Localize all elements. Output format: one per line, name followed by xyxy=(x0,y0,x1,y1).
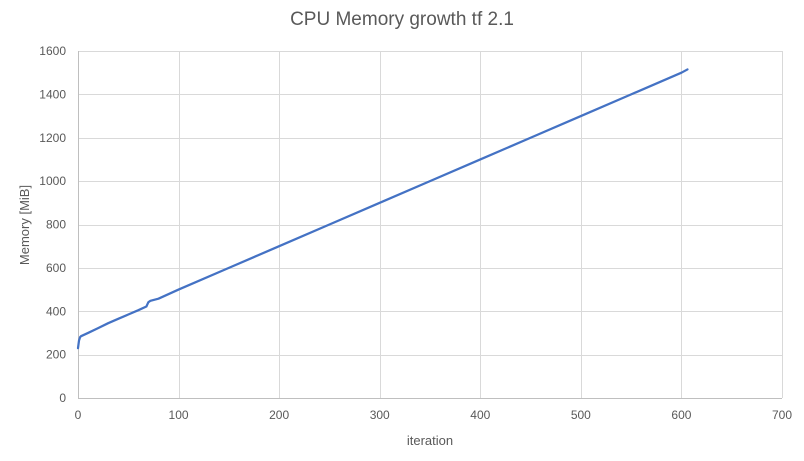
series-line-memory xyxy=(76,68,689,350)
x-tick-label: 300 xyxy=(370,408,390,422)
series-lines xyxy=(76,68,689,350)
y-axis-label: Memory [MiB] xyxy=(17,185,32,265)
chart-title: CPU Memory growth tf 2.1 xyxy=(290,9,514,30)
x-tick-label: 600 xyxy=(671,408,691,422)
x-tick-label: 400 xyxy=(470,408,490,422)
y-tick-label: 400 xyxy=(46,304,66,318)
x-tick-label: 500 xyxy=(571,408,591,422)
x-tick-label: 700 xyxy=(772,408,792,422)
tick-labels: 0 200 400 600 800 1000 1200 1400 1600 0 100 200 300 4… xyxy=(39,44,792,422)
y-tick-label: 1200 xyxy=(39,131,66,145)
y-tick-label: 1000 xyxy=(39,174,66,188)
x-tick-label: 0 xyxy=(75,408,82,422)
y-tick-label: 1600 xyxy=(39,44,66,58)
y-tick-label: 1400 xyxy=(39,87,66,101)
y-tick-label: 200 xyxy=(46,348,66,362)
x-axis-label: iteration xyxy=(407,433,453,448)
x-tick-label: 100 xyxy=(169,408,189,422)
axes xyxy=(78,51,782,399)
y-tick-label: 800 xyxy=(46,218,66,232)
gridlines xyxy=(78,51,783,398)
y-tick-label: 600 xyxy=(46,261,66,275)
y-tick-label: 0 xyxy=(59,391,66,405)
x-tick-label: 200 xyxy=(269,408,289,422)
